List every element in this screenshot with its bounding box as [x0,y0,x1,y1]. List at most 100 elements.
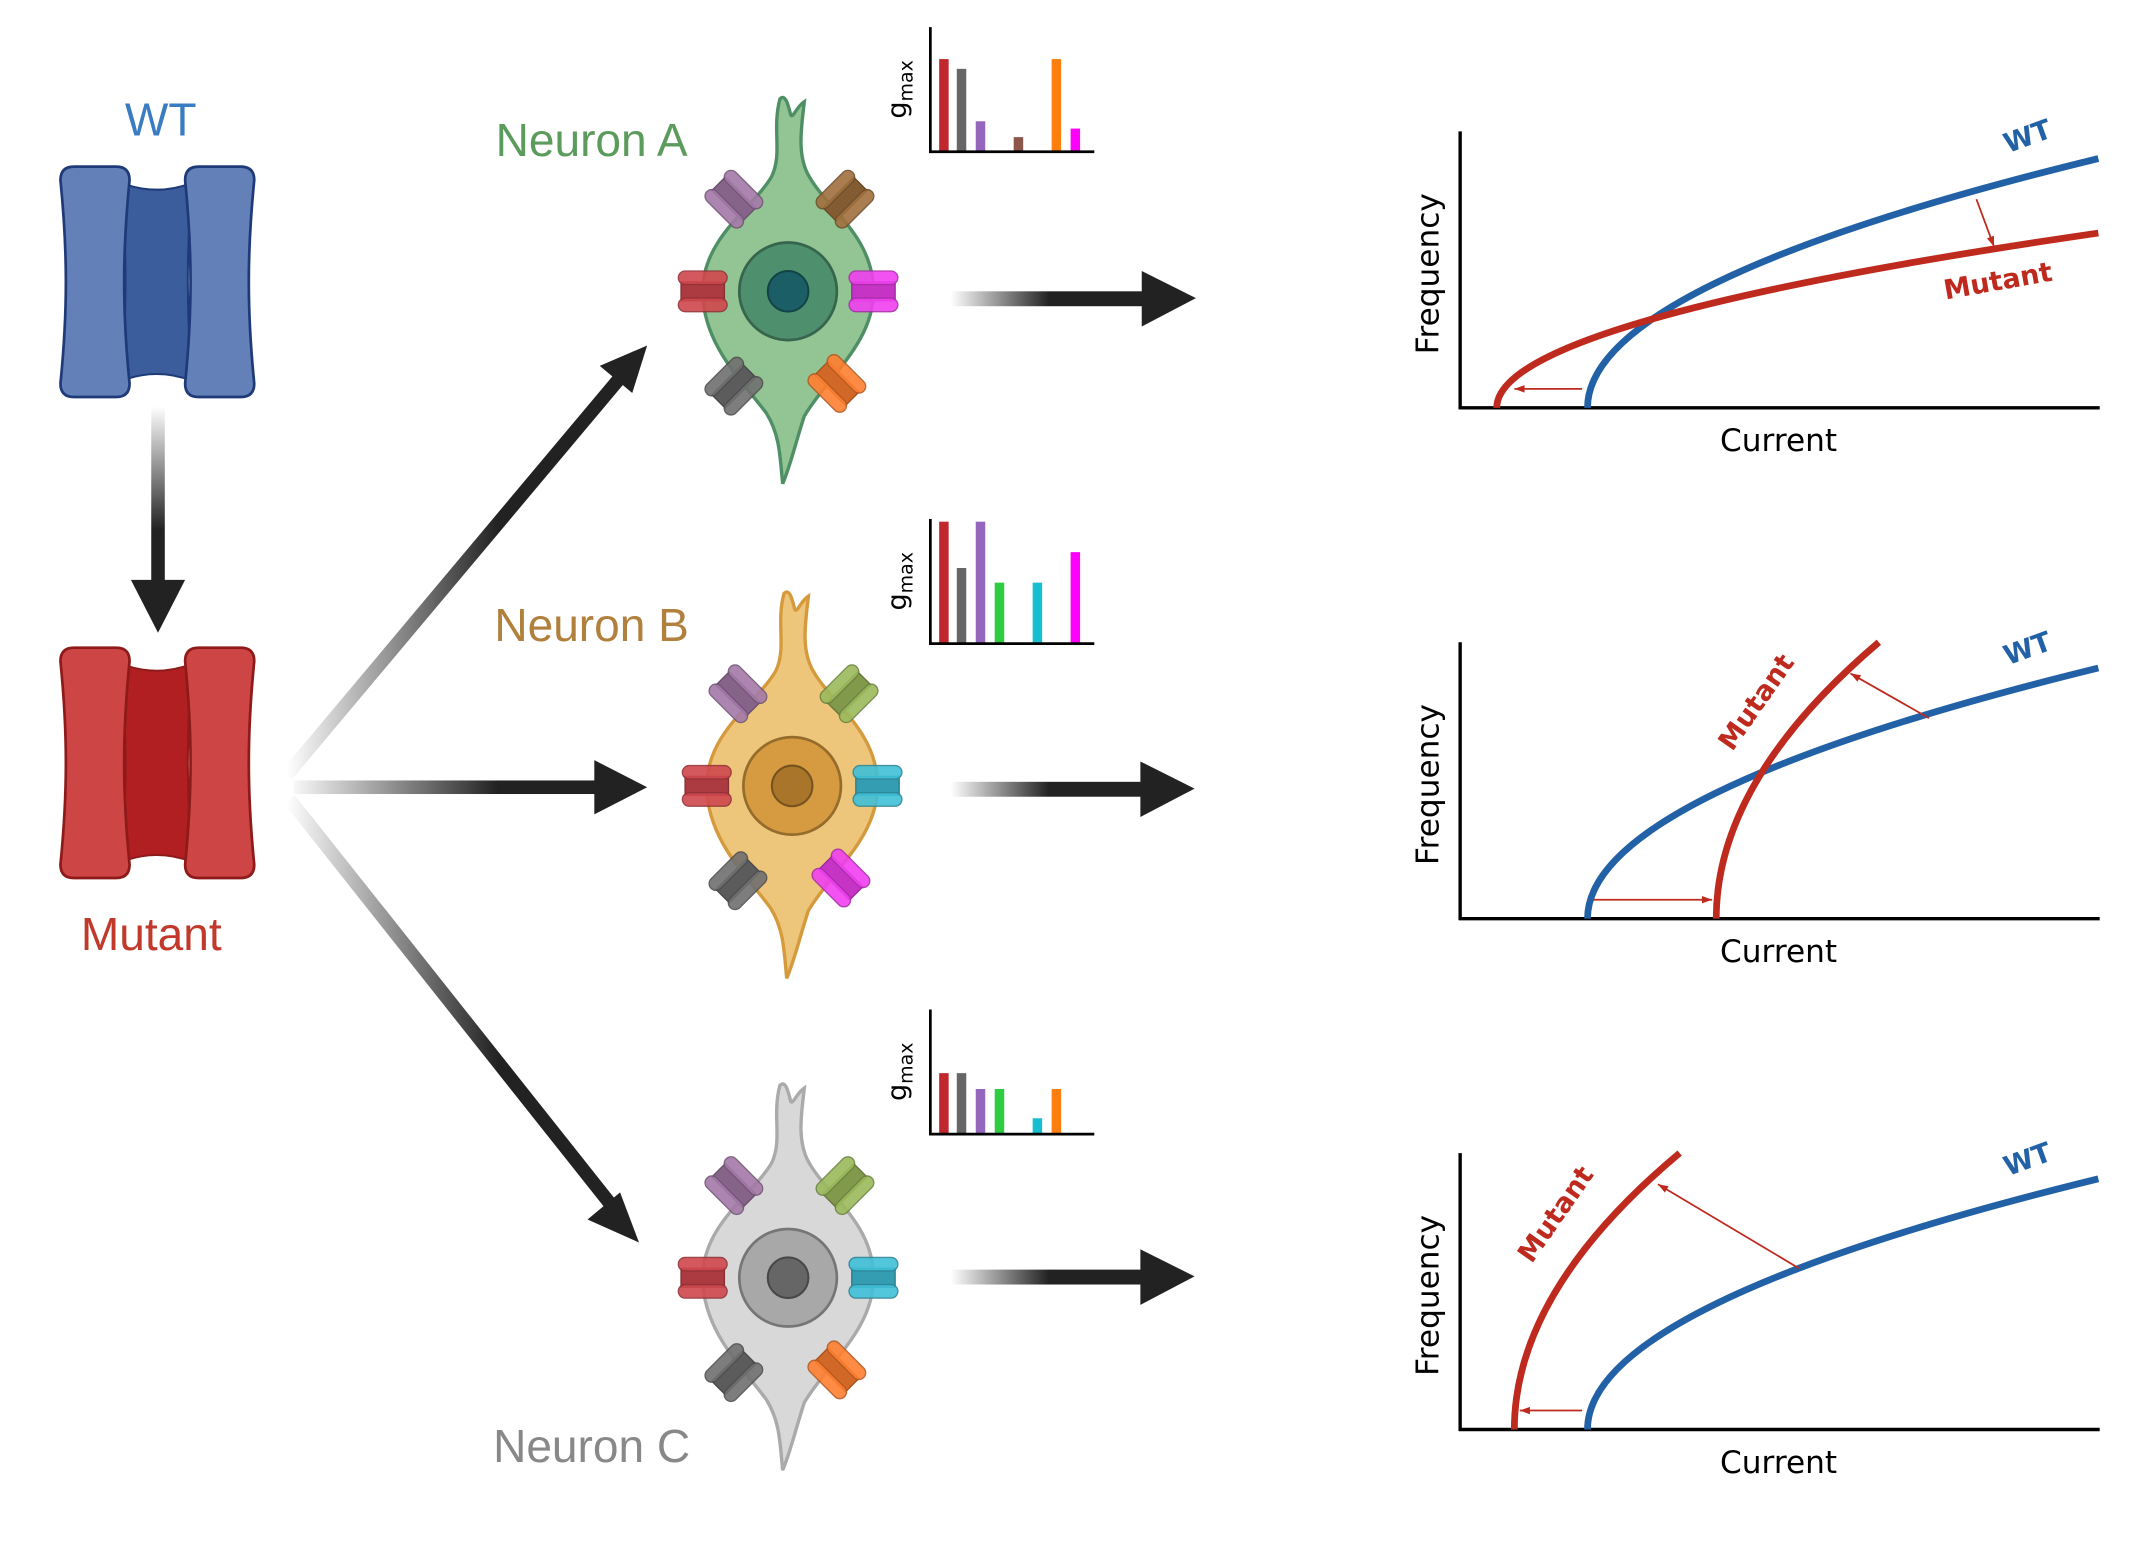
shift-arrowhead [1657,1184,1669,1193]
y-axis-label: Frequency [1410,1215,1446,1376]
arrow-to-neuron-b [293,760,648,815]
ion-channel-purple-icon [708,664,768,724]
wt-curve [1584,155,2100,408]
nucleolus [770,764,814,808]
wt-curve-label: WT [2000,1137,2057,1183]
y-axis-label-subscript: max [896,1043,918,1084]
channel-subunit [704,1343,745,1383]
mutant-curve [1712,639,1882,919]
neuron-b [681,590,903,979]
channel-subunit [830,848,871,889]
ion-channel-purple-icon [704,169,764,229]
ion-channel-gray-icon [708,851,768,911]
x-axis-label: Current [1720,1445,1837,1481]
channel-subunit [677,297,728,313]
channel-subunit [826,1340,867,1381]
y-axis-label: Frequency [1410,704,1446,865]
bar [1032,582,1043,644]
shift-arrowhead [1701,895,1713,904]
mutant-curve-label: Mutant [1941,257,2054,307]
wt-channel-icon [59,165,256,399]
y-axis-label-main: g [882,1084,913,1101]
channel-subunit [811,867,852,908]
ion-channel-purple-icon [704,1156,764,1216]
y-axis-label-main: g [882,593,913,610]
ion-channel-magenta-icon [811,848,871,908]
mutant-curve [1510,1150,1682,1430]
wt-curve-label: WT [2000,626,2057,672]
shift-arrowhead [1519,1406,1530,1415]
ion-channel-gray-icon [704,1343,764,1403]
arrow-to-neuron-c [284,795,640,1243]
channel-subunit [848,270,899,286]
channel-subunit [677,270,728,286]
channel-subunit [807,373,848,413]
x-axis-label: Current [1720,934,1837,970]
gmax-bar-chart-c: gmax [882,1009,1095,1136]
channel-subunit [677,1283,728,1299]
channel-subunit [838,683,879,724]
channel-subunit [834,188,875,229]
wt-curve [1584,1175,2100,1430]
channel-subunit [815,1156,856,1196]
ion-channel-green-icon [819,664,879,724]
wt-curve-label: WT [2000,114,2057,160]
bar [975,521,986,644]
bar [1051,59,1062,152]
bar [994,1088,1005,1135]
channel-subunit [708,683,749,724]
channel-subunit [704,188,745,229]
bar [1013,137,1024,152]
mutant-label: Mutant [81,908,222,960]
ion-channel-red-icon [677,270,728,313]
mutant-curve [1493,229,2099,409]
channel-subunit [727,664,768,705]
bar [1032,1118,1043,1135]
bar [939,59,949,152]
wt-label: WT [125,93,197,145]
channel-subunit [826,353,867,394]
neuron-c-label: Neuron C [493,1420,690,1472]
neuron-c [677,1082,899,1471]
ion-channel-orange-icon [807,1340,867,1400]
y-axis-label: gmax [882,552,918,611]
channel-subunit [852,764,903,780]
ion-channel-red-icon [681,764,732,807]
channel-subunit [723,375,764,416]
gmax-bar-chart-b: gmax [882,518,1095,645]
arrow-neuron-c-to-plot [950,1249,1195,1305]
neuron-a [677,95,899,485]
channel-subunit [815,169,856,210]
bar [1051,1088,1062,1135]
bar [1070,128,1081,152]
channel-pore [120,181,194,383]
ion-channel-gray-icon [704,356,764,416]
shift-arrowhead [1850,673,1862,682]
mutant-curve-label: Mutant [1512,1161,1600,1269]
nucleolus [766,269,810,313]
channel-subunit [704,356,745,397]
shift-arrowhead [1514,385,1525,393]
channel-subunit [727,870,768,911]
ion-channel-magenta-icon [848,270,899,313]
mutant-channel-icon [59,646,256,880]
channel-subunit [807,1359,848,1400]
wt-curve [1584,664,2100,919]
shift-arrowhead [1986,235,1995,247]
shift-arrow [1657,1183,1800,1270]
nucleolus [766,1256,810,1300]
neuron-a-label: Neuron A [496,114,688,166]
neuron-b-label: Neuron B [494,599,689,651]
ion-channel-orange-icon [807,353,867,413]
bar [939,1073,949,1135]
ion-channel-red-icon [677,1256,728,1299]
fi-plot-c: WT Mutant Current Frequency [1410,1137,2100,1481]
channel-subunit [848,297,899,313]
arrow-neuron-a-to-plot [950,270,1196,327]
channel-subunit [852,791,903,807]
ion-channel-cyan-icon [852,764,903,807]
channel-subunit [704,1175,745,1216]
gmax-bar-chart-a: gmax [882,27,1095,154]
